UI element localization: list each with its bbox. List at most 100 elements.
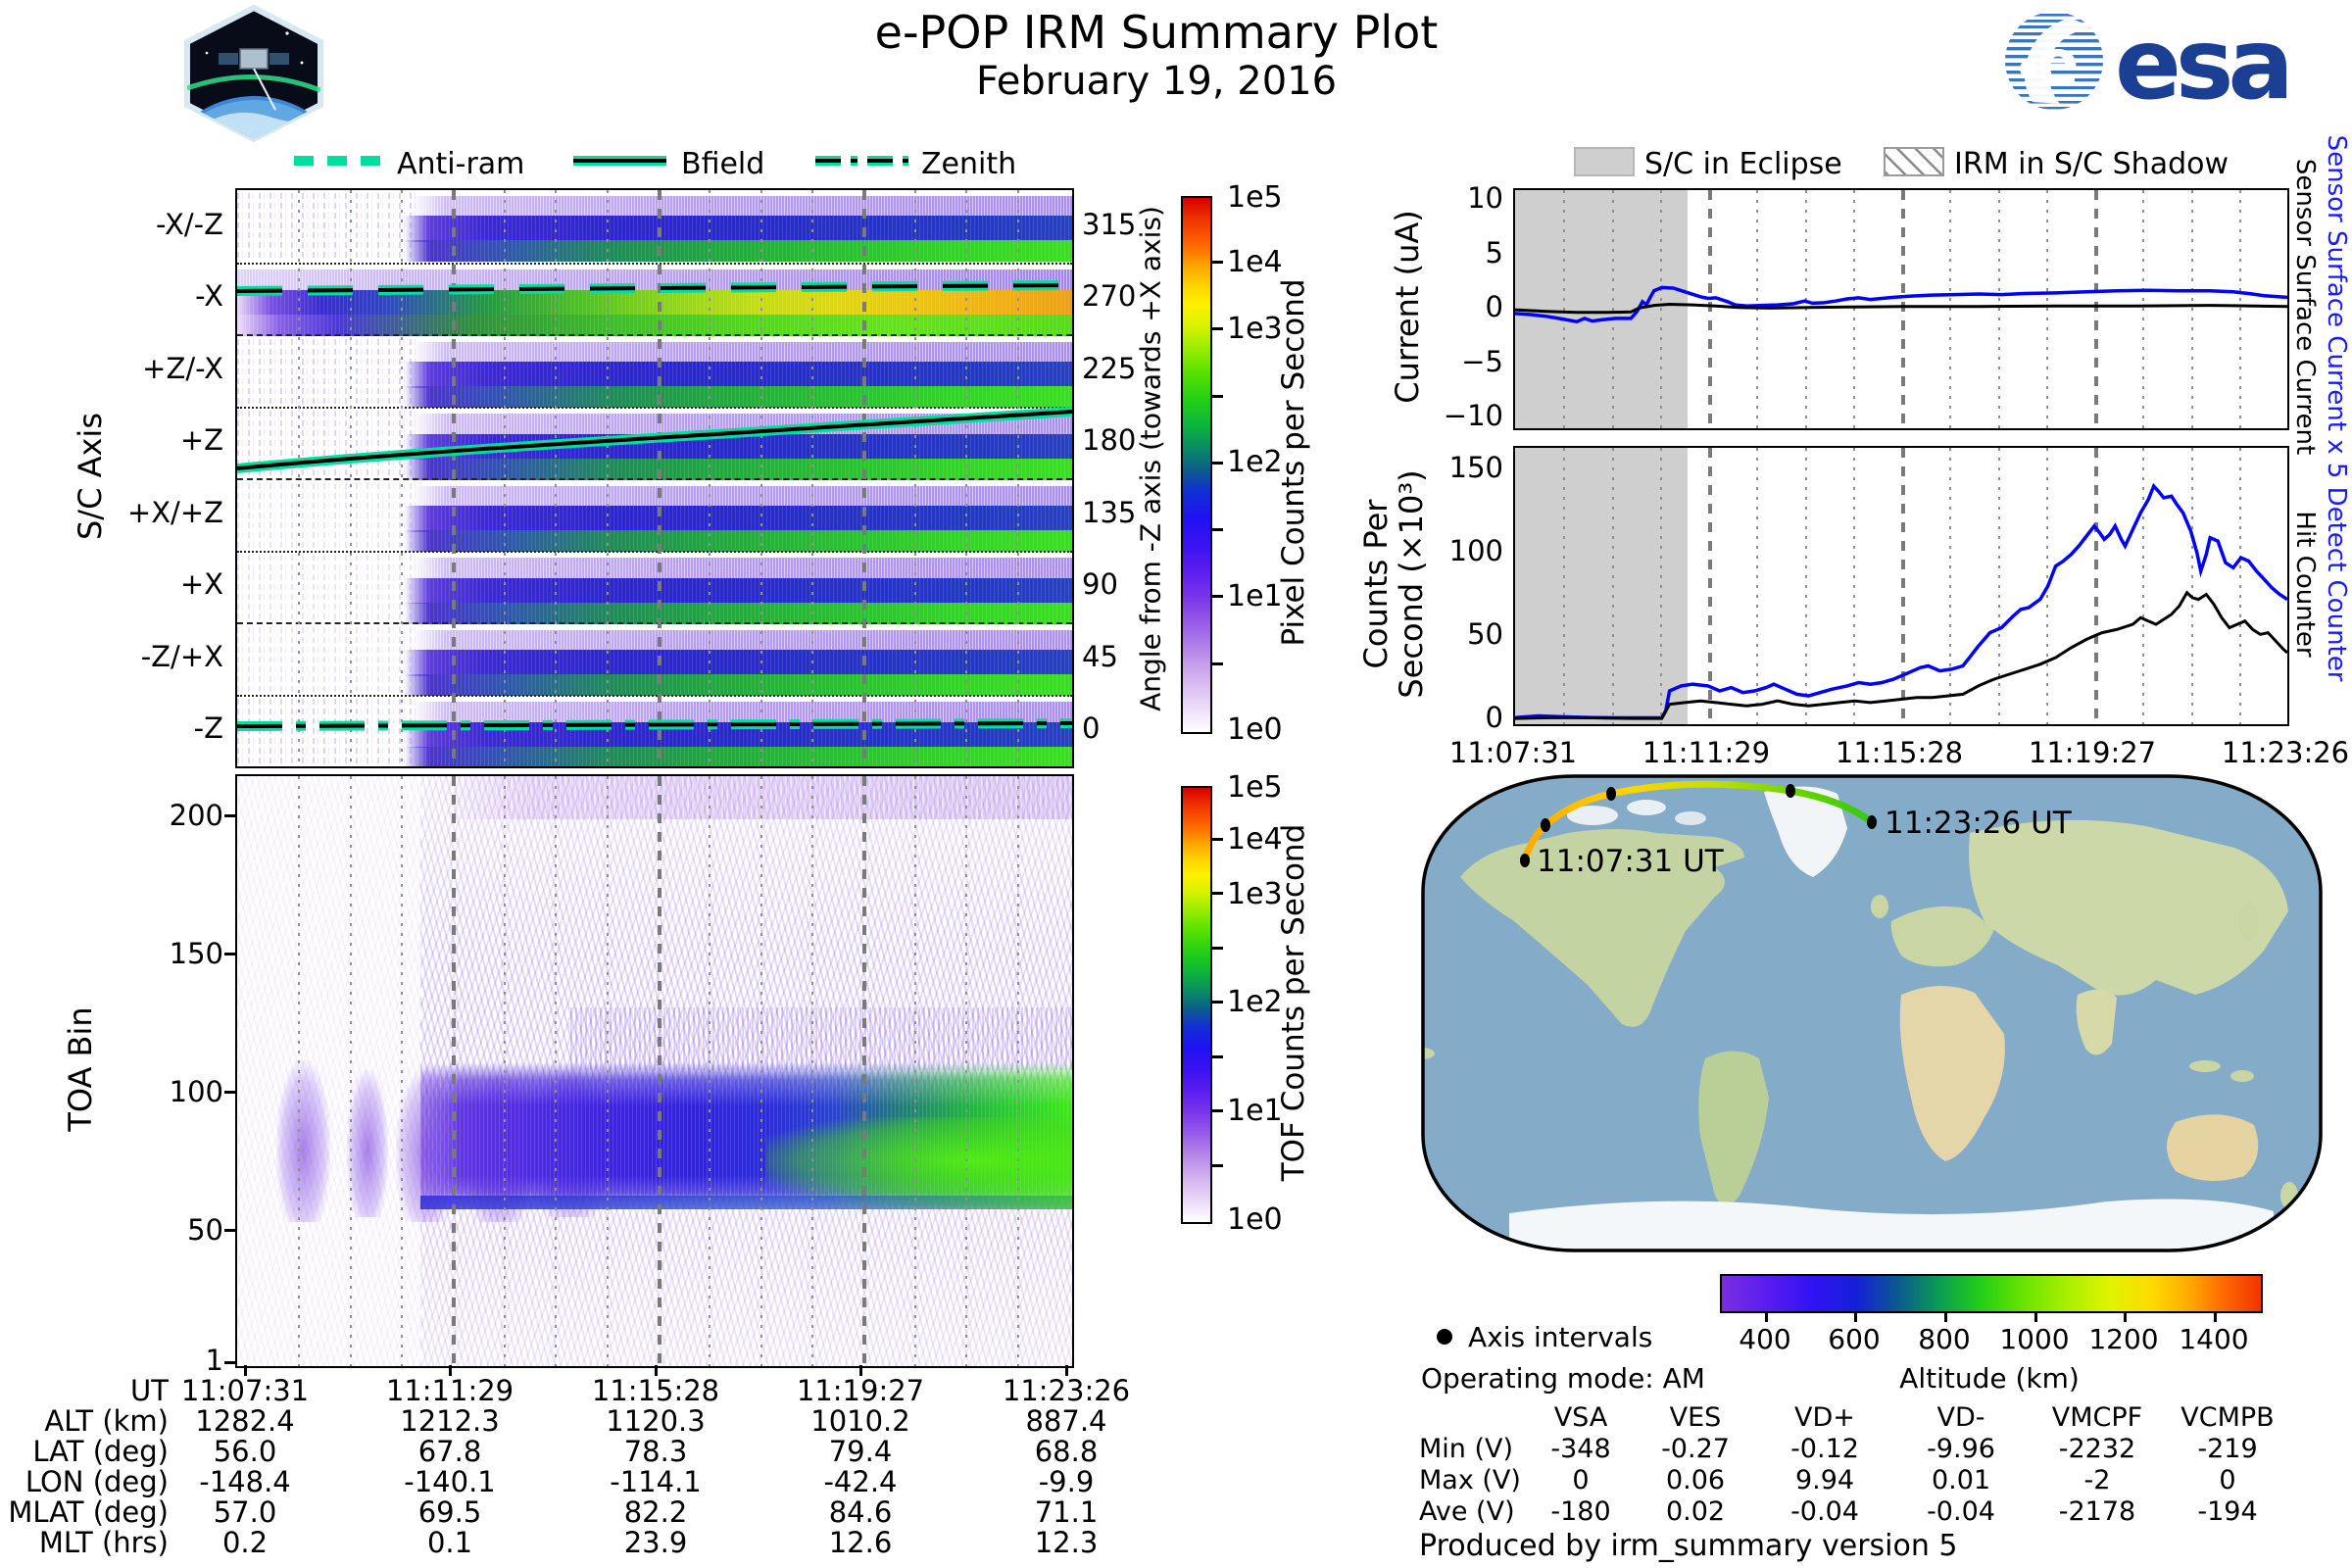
xtick-label: 11:23:26 — [2221, 736, 2350, 769]
legend-zenith — [815, 145, 908, 176]
angle-tick: 135 — [1082, 496, 1137, 529]
track-dot — [1867, 815, 1877, 829]
counts-ylabel: Counts Per Second (×10³) — [1357, 469, 1430, 699]
current-plot — [1513, 188, 2289, 430]
counts-ytick: 50 — [1467, 617, 1503, 651]
toa-tick: 50 — [187, 1213, 223, 1247]
xtick-label: 11:15:28 — [1835, 736, 1964, 769]
alt-tick-label: 1400 — [2179, 1323, 2249, 1355]
sc-axis-tick: +Z/-X — [142, 352, 223, 385]
antarctica — [1509, 1199, 2274, 1250]
legend-anti-ram — [294, 145, 380, 176]
angle-tick: 225 — [1082, 352, 1137, 385]
toa-tick: 1 — [205, 1344, 223, 1377]
current-ytick: 0 — [1485, 290, 1503, 323]
current-ytick: 5 — [1485, 236, 1503, 270]
shadow-swatch-icon — [1884, 147, 1944, 176]
attitude-lines — [237, 280, 1072, 731]
cb2-tick: 1e5 — [1227, 770, 1283, 805]
counts-ytick: 100 — [1448, 534, 1503, 567]
sc-axis-ylabel: S/C Axis — [72, 413, 109, 540]
sc-axis-tick: -Z — [193, 711, 223, 745]
page-title: e-POP IRM Summary Plot — [874, 6, 1439, 59]
track-end-label: 11:23:26 UT — [1885, 806, 2073, 841]
legend-shadow-label: IRM in S/C Shadow — [1954, 147, 2230, 181]
eclipse-shading — [1515, 448, 1688, 724]
north-america — [1460, 829, 1744, 1027]
angle-tick: 270 — [1082, 279, 1137, 313]
asia — [1969, 819, 2288, 996]
altitude-colorbar — [1720, 1274, 2263, 1313]
angle-tick: 180 — [1082, 423, 1137, 457]
page-date: February 19, 2016 — [975, 59, 1338, 104]
track-dot — [1541, 818, 1550, 832]
esa-logo-icon: e esa — [2005, 8, 2294, 118]
angle-tick: 0 — [1082, 711, 1101, 745]
japan — [2239, 902, 2259, 941]
zenith-line-icon — [815, 156, 908, 166]
gridlines — [237, 776, 1072, 1366]
sensor-surface-current-line — [1515, 302, 2287, 315]
current-right-label-black: Sensor Surface Current — [2290, 158, 2320, 456]
greenland — [1764, 786, 1847, 877]
altitude-bar-label: Altitude (km) — [1899, 1362, 2080, 1395]
operating-mode: Operating mode: AM — [1421, 1362, 1705, 1395]
toa-ion-band-edge — [420, 1196, 1072, 1209]
current-ytick: −10 — [1443, 399, 1503, 432]
sc-axis-spectrogram — [235, 188, 1074, 768]
cb1-tick: 1e3 — [1227, 312, 1283, 346]
alt-tick-label: 800 — [1918, 1323, 1971, 1355]
eclipse-swatch-icon — [1574, 147, 1635, 176]
legend-anti-ram-label: Anti-ram — [397, 147, 525, 181]
current-ylabel: Current (uA) — [1389, 210, 1426, 404]
toa-ylabel: TOA Bin — [62, 1006, 99, 1132]
sensor-surface-current-x5-line — [1515, 285, 2287, 324]
current-ytick: −5 — [1461, 345, 1503, 378]
current-right-label-blue: Sensor Surface Current x 5 — [2322, 134, 2351, 479]
angle-tick: 90 — [1082, 567, 1118, 601]
cb2-tick: 1e3 — [1227, 877, 1283, 911]
track-dot — [1786, 784, 1795, 798]
africa — [1899, 985, 2005, 1161]
counts-ytick: 150 — [1448, 451, 1503, 484]
angle-tick: 315 — [1082, 208, 1137, 241]
alt-tick-label: 400 — [1739, 1323, 1791, 1355]
track-dot — [1606, 787, 1616, 801]
toa-halo — [570, 1007, 1072, 1070]
eclipse-shading — [1515, 190, 1688, 428]
counts-right-label-blue: Detect Counter — [2322, 486, 2351, 682]
cb1-tick: 1e1 — [1227, 579, 1283, 613]
anti-ram-line-icon — [294, 156, 380, 166]
alt-tick-label: 1200 — [2088, 1323, 2159, 1355]
toa-tick: 100 — [169, 1075, 223, 1108]
australia — [2167, 1114, 2259, 1181]
cb2-tick: 1e4 — [1227, 822, 1283, 857]
current-lines — [1515, 285, 2287, 324]
cb1-label: Pixel Counts per Second — [1276, 278, 1311, 647]
cb2-tick: 1e2 — [1227, 985, 1283, 1019]
track-start-label: 11:07:31 UT — [1537, 844, 1725, 879]
tof-counts-colorbar — [1181, 786, 1212, 1224]
pixel-counts-colorbar — [1181, 196, 1212, 734]
axis-interval-dot-icon — [1437, 1329, 1452, 1345]
angle-tick: 45 — [1082, 640, 1118, 673]
bfield-line-icon — [573, 156, 666, 166]
counts-ytick: 0 — [1485, 701, 1503, 734]
alt-tick-label: 1000 — [1999, 1323, 2070, 1355]
sc-axis-tick: -Z/+X — [140, 640, 223, 673]
current-ytick: 10 — [1467, 181, 1503, 215]
cassiope-badge-icon: CASSIOPE — [184, 4, 323, 143]
world-map: 11:07:31 UT 11:23:26 UT — [1421, 774, 2323, 1252]
svg-text:e: e — [2036, 27, 2079, 100]
cb2-label: TOF Counts per Second — [1276, 823, 1311, 1182]
cb1-tick: 1e5 — [1227, 180, 1283, 215]
south-america — [1698, 1051, 1769, 1205]
produced-by: Produced by irm_summary version 5 — [1419, 1529, 1958, 1563]
sc-axis-tick: +X — [179, 567, 223, 601]
legend-bfield-label: Bfield — [681, 147, 765, 181]
sc-axis-tick: +X/+Z — [126, 496, 223, 529]
angle-axis-label: Angle from -Z axis (towards +X axis) — [1134, 206, 1167, 711]
gridlines — [237, 190, 1072, 766]
axis-intervals-label: Axis intervals — [1468, 1321, 1653, 1353]
